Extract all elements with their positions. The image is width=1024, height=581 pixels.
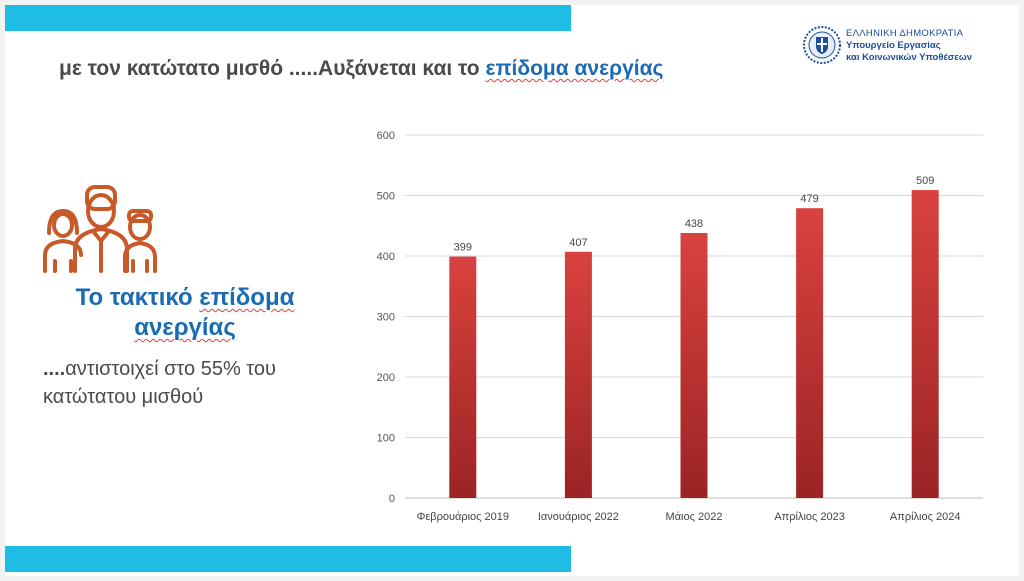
logo-line-1: ΕΛΛΗΝΙΚΗ ΔΗΜΟΚΡΑΤΙΑ	[846, 28, 964, 39]
data-label: 438	[685, 218, 703, 230]
family-icon	[43, 185, 157, 273]
x-tick-label: Απρίλιος 2023	[774, 511, 845, 523]
top-accent-bar	[5, 5, 571, 31]
data-label: 407	[569, 237, 587, 249]
y-tick-label: 500	[377, 191, 395, 203]
headline-text: με τον κατώτατο μισθό .....Αυξάνεται και…	[59, 57, 486, 80]
bottom-accent-bar	[5, 546, 571, 572]
logo-line-3: και Κοινωνικών Υποθέσεων	[846, 52, 973, 63]
left-note-text: αντιστοιχεί στο 55% του κατώτατου μισθού	[43, 358, 276, 408]
x-tick-label: Μάιος 2022	[666, 511, 723, 523]
bar	[911, 190, 939, 498]
logo-text: ΕΛΛΗΝΙΚΗ ΔΗΜΟΚΡΑΤΙΑ Υπουργείο Εργασίας κ…	[846, 28, 972, 64]
bar-chart: 0 100 200 300 400 500 600 399 Φεβρουάριος 2019 4…	[377, 130, 983, 523]
left-title-part-2: επίδομα	[199, 284, 295, 311]
left-note-dots: ....	[43, 358, 66, 380]
bar	[796, 208, 824, 498]
left-title-part-3: ανεργίας	[134, 314, 236, 341]
bar	[680, 233, 708, 498]
greek-emblem-icon	[803, 26, 841, 64]
left-title: Το τακτικό επίδομα ανεργίας	[45, 283, 325, 343]
slide: με τον κατώτατο μισθό .....Αυξάνεται και…	[5, 5, 1019, 576]
data-label: 399	[454, 242, 472, 254]
x-tick-label: Ιανουάριος 2022	[538, 511, 619, 523]
logo-line-2: Υπουργείο Εργασίας	[846, 40, 941, 51]
data-label: 479	[800, 193, 818, 205]
y-tick-label: 600	[377, 130, 395, 142]
headline-highlight: επίδομα ανεργίας	[485, 57, 664, 80]
x-tick-label: Φεβρουάριος 2019	[417, 511, 509, 523]
x-tick-label: Απρίλιος 2024	[890, 511, 961, 523]
y-tick-label: 0	[389, 493, 395, 505]
y-tick-label: 100	[377, 433, 395, 445]
data-label: 509	[916, 175, 934, 187]
y-tick-label: 300	[377, 312, 395, 324]
headline: με τον κατώτατο μισθό .....Αυξάνεται και…	[59, 57, 663, 81]
left-title-part-1: Το τακτικό	[75, 284, 200, 311]
ministry-logo: ΕΛΛΗΝΙΚΗ ΔΗΜΟΚΡΑΤΙΑ Υπουργείο Εργασίας κ…	[800, 25, 1000, 69]
bar	[449, 256, 477, 498]
bar	[564, 251, 592, 498]
left-note: ....αντιστοιχεί στο 55% του κατώτατου μι…	[43, 355, 333, 411]
y-tick-label: 200	[377, 372, 395, 384]
y-tick-label: 400	[377, 251, 395, 263]
